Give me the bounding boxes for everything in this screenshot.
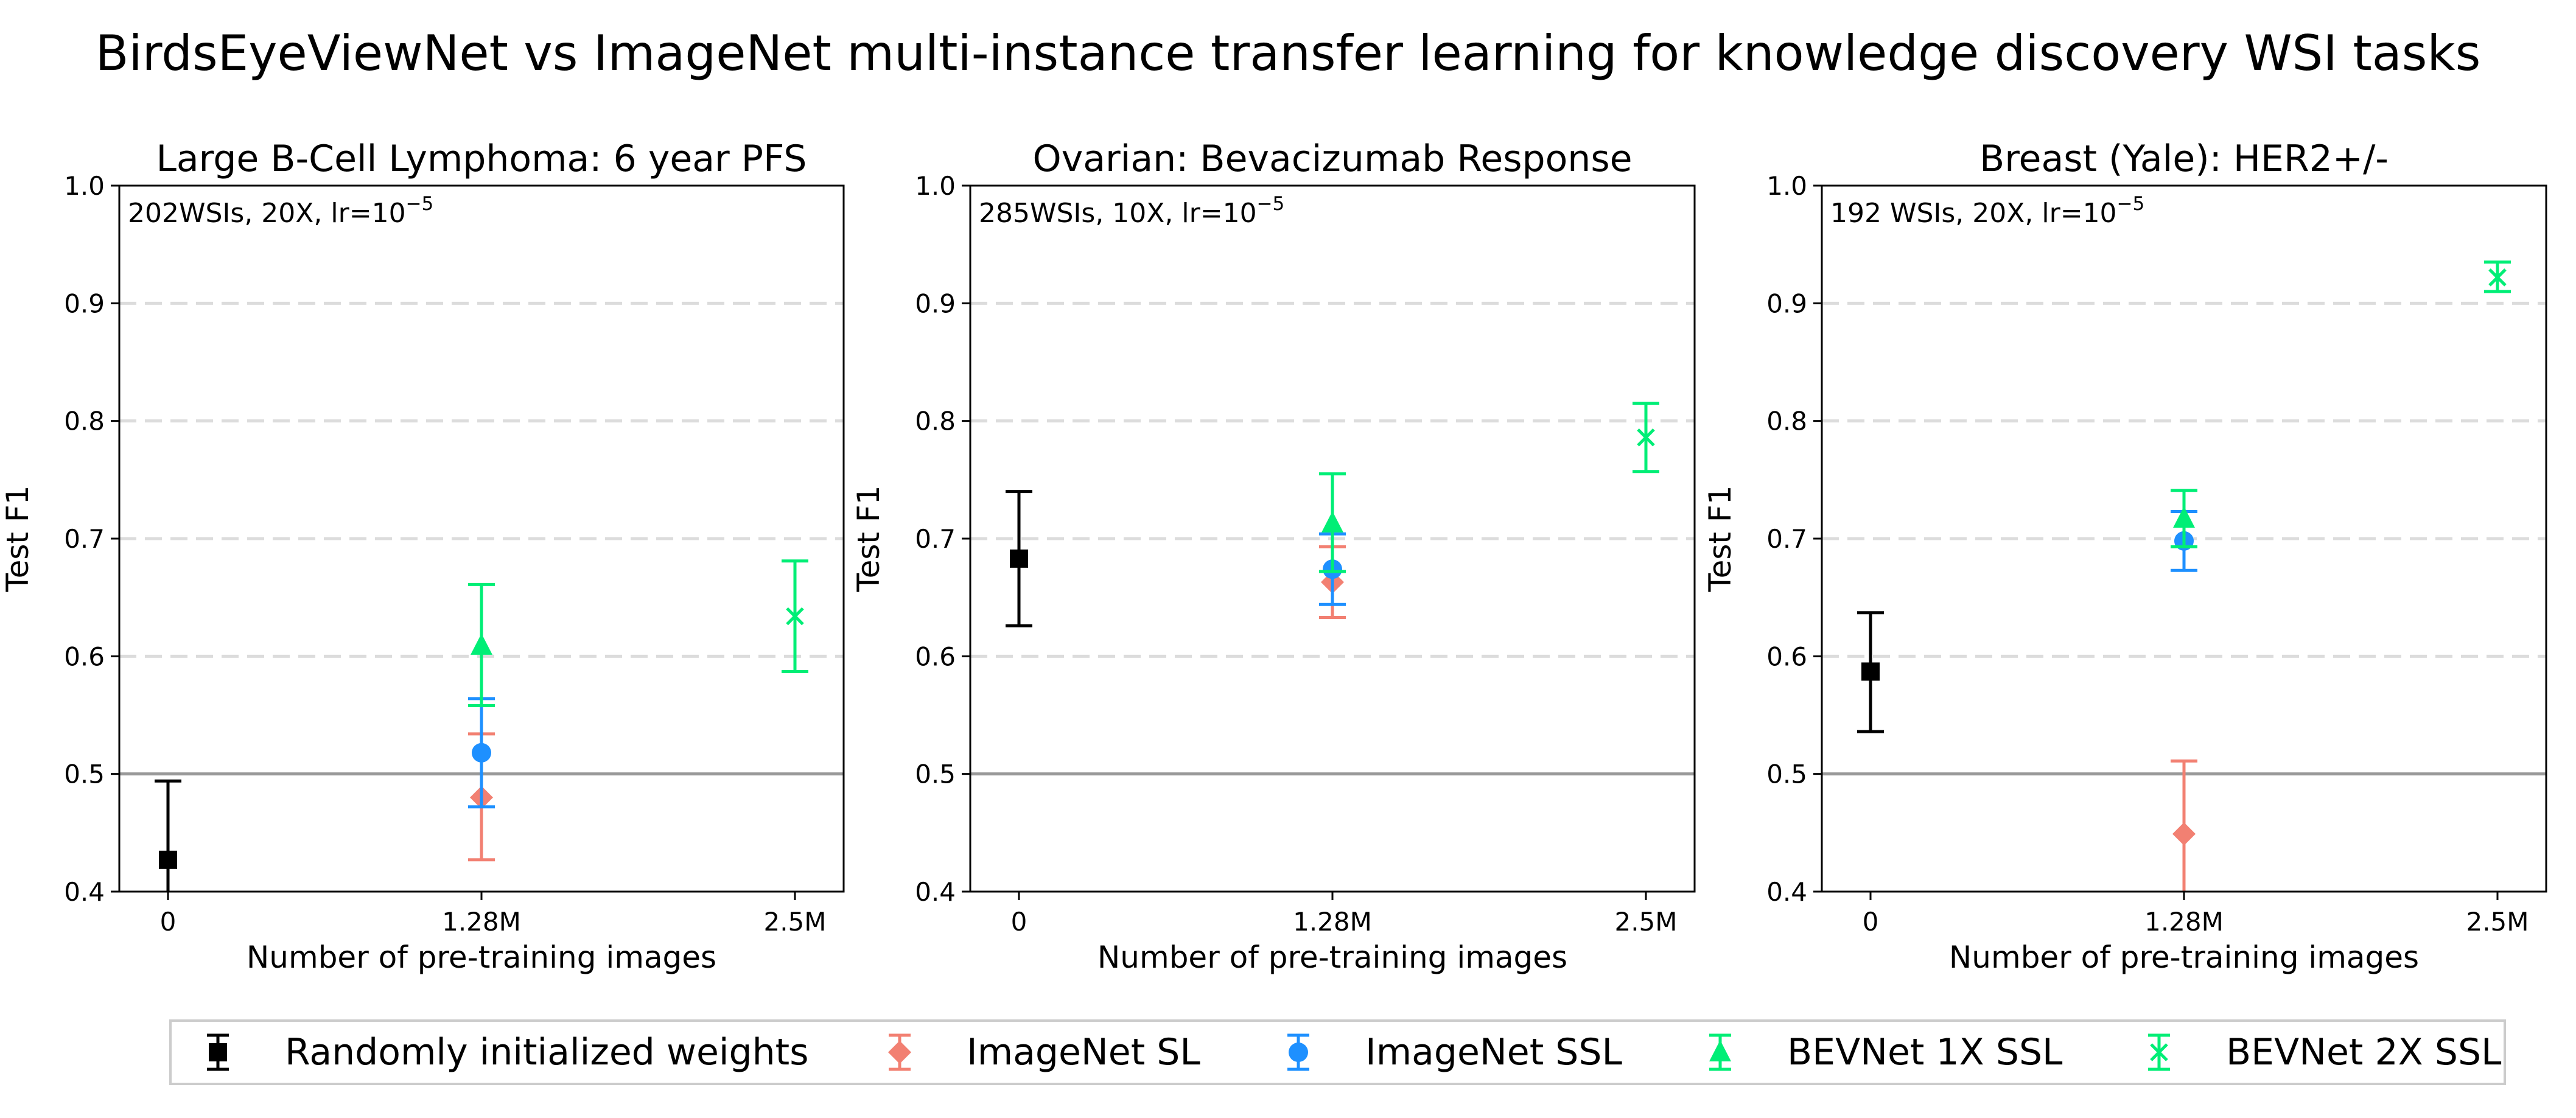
marker-triangle: [471, 633, 492, 655]
annotation-exponent: −5: [2117, 193, 2145, 215]
marker-square: [1861, 662, 1880, 681]
plot-frame: [969, 184, 1696, 893]
chart-panel-2: 0.4 0.5 0.6 0.7 0.8 0.9 1.0 0 1.28M 2.5M Ovarian: …: [851, 138, 1696, 975]
legend-marker-circle: [1289, 1043, 1308, 1062]
plot-frame: [1821, 184, 2547, 893]
panel-annotation: 285WSIs, 10X, lr=10−5: [979, 193, 1284, 229]
legend-marker-x: [2150, 1043, 2168, 1061]
panel-title: Breast (Yale): HER2+/-: [1979, 138, 2389, 180]
legend-entry: BEVNet 2X SSL: [2148, 1031, 2502, 1074]
marker-triangle: [1321, 511, 1343, 533]
y-tick-label: 0.8: [1766, 407, 1807, 436]
chart-panels: 0.4 0.5 0.6 0.7 0.8 0.9 1.0 0 1.28M 2.5M Large B-C…: [0, 138, 2547, 975]
x-tick-label: 0: [1011, 907, 1027, 937]
panel-annotation: 192 WSIs, 20X, lr=10−5: [1830, 193, 2144, 229]
x-axis-label: Number of pre-training images: [1097, 940, 1567, 975]
x-axis-label: Number of pre-training images: [1949, 940, 2419, 975]
y-tick-label: 1.0: [915, 171, 956, 201]
legend-entry: ImageNet SSL: [1287, 1031, 1622, 1074]
legend-label: ImageNet SL: [967, 1031, 1200, 1074]
y-tick-label: 0.5: [915, 760, 956, 789]
chart-panel-1: 0.4 0.5 0.6 0.7 0.8 0.9 1.0 0 1.28M 2.5M Large B-C…: [0, 138, 845, 975]
marker-x: [786, 607, 804, 626]
data-point-diamond: [2171, 759, 2197, 892]
legend-entry: Randomly initialized weights: [207, 1031, 808, 1074]
marker-square: [159, 850, 177, 869]
y-tick-label: 0.6: [915, 641, 956, 671]
y-tick-label: 0.4: [64, 877, 105, 907]
y-tick-label: 1.0: [1766, 171, 1807, 201]
y-axis-label: Test F1: [1703, 486, 1738, 593]
y-tick-label: 0.7: [915, 524, 956, 554]
legend-frame: [169, 1019, 2506, 1085]
data-point-square: [1006, 490, 1032, 627]
x-tick-label: 1.28M: [2144, 907, 2224, 937]
x-tick-label: 0: [160, 907, 177, 937]
annotation-text: 192 WSIs, 20X, lr=10: [1830, 198, 2117, 229]
legend-label: BEVNet 2X SSL: [2226, 1031, 2502, 1074]
x-tick-label: 2.5M: [2466, 907, 2529, 937]
y-axis-label: Test F1: [851, 486, 886, 593]
y-tick-label: 1.0: [64, 171, 105, 201]
legend-label: Randomly initialized weights: [285, 1031, 808, 1074]
panel-annotation: 202WSIs, 20X, lr=10−5: [128, 193, 433, 229]
legend-marker-diamond: [888, 1041, 911, 1064]
y-tick-label: 0.6: [64, 641, 105, 671]
legend: Randomly initialized weights ImageNet SL I…: [169, 1019, 2506, 1085]
annotation-text: 285WSIs, 10X, lr=10: [979, 198, 1257, 229]
data-point-square: [1857, 611, 1884, 733]
y-tick-label: 0.7: [64, 524, 105, 554]
y-tick-label: 0.5: [1766, 760, 1807, 789]
legend-marker-square: [209, 1043, 227, 1061]
figure-title: BirdsEyeViewNet vs ImageNet multi-instan…: [96, 25, 2481, 82]
x-tick-label: 1.28M: [1293, 907, 1372, 937]
marker-diamond: [2172, 822, 2196, 846]
y-tick-label: 0.9: [1766, 288, 1807, 318]
plot-frame: [118, 184, 845, 893]
y-tick-label: 0.8: [64, 407, 105, 436]
x-axis-label: Number of pre-training images: [247, 940, 716, 975]
annotation-text: 202WSIs, 20X, lr=10: [128, 198, 406, 229]
marker-x: [2488, 268, 2507, 287]
annotation-exponent: −5: [1257, 193, 1285, 215]
marker-square: [1010, 549, 1028, 568]
legend-entry: ImageNet SL: [888, 1031, 1200, 1074]
panel-title: Large B-Cell Lymphoma: 6 year PFS: [156, 138, 807, 180]
y-tick-label: 0.4: [1766, 877, 1807, 907]
marker-circle: [472, 742, 491, 763]
y-tick-label: 0.6: [1766, 641, 1807, 671]
annotation-exponent: −5: [406, 193, 434, 215]
legend-entry: BEVNet 1X SSL: [1709, 1031, 2063, 1074]
legend-label: BEVNet 1X SSL: [1787, 1031, 2063, 1074]
x-tick-label: 0: [1863, 907, 1879, 937]
data-point-x: [2484, 260, 2511, 293]
y-tick-label: 0.4: [915, 877, 956, 907]
data-point-circle: [468, 697, 495, 809]
y-tick-label: 0.7: [1766, 524, 1807, 554]
y-tick-label: 0.5: [64, 760, 105, 789]
marker-triangle: [2173, 506, 2195, 528]
data-point-triangle: [2171, 489, 2197, 549]
data-point-x: [1633, 402, 1659, 473]
chart-panel-3: 0.4 0.5 0.6 0.7 0.8 0.9 1.0 0 1.28M 2.5M Breast (Y…: [1703, 138, 2547, 975]
data-point-square: [155, 779, 181, 892]
panel-title: Ovarian: Bevacizumab Response: [1033, 138, 1633, 180]
data-point-x: [782, 559, 808, 673]
y-tick-label: 0.8: [915, 407, 956, 436]
legend-marker-triangle: [1709, 1040, 1731, 1061]
legend-label: ImageNet SSL: [1365, 1031, 1622, 1074]
marker-x: [1637, 428, 1655, 447]
x-tick-label: 2.5M: [763, 907, 826, 937]
data-point-triangle: [468, 582, 495, 708]
data-point-triangle: [1319, 472, 1346, 573]
y-tick-label: 0.9: [915, 288, 956, 318]
x-tick-label: 1.28M: [442, 907, 521, 937]
y-tick-label: 0.9: [64, 288, 105, 318]
x-tick-label: 2.5M: [1614, 907, 1677, 937]
y-axis-label: Test F1: [0, 486, 35, 593]
